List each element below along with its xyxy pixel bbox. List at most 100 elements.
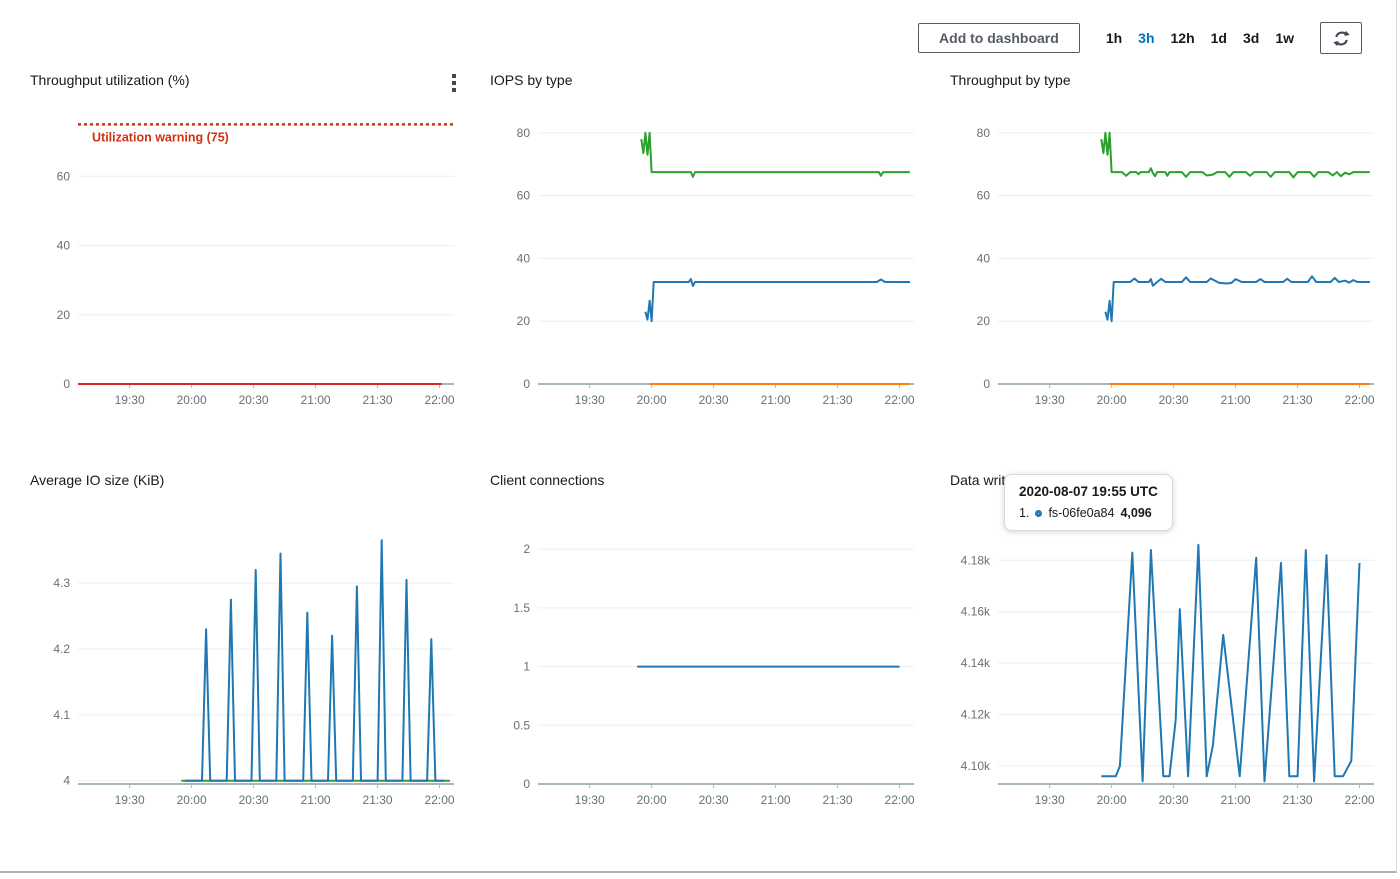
chart-plot-area[interactable]: 0 20 40 60 80 19:30 20:00 20:30 21:00 21:30 22:00 bbox=[490, 100, 920, 418]
time-range-1w[interactable]: 1w bbox=[1275, 30, 1294, 46]
tooltip-rank: 1. bbox=[1019, 506, 1030, 520]
time-range-12h[interactable]: 12h bbox=[1170, 30, 1195, 46]
time-range-selector: 1h 3h 12h 1d 3d 1w bbox=[1106, 30, 1294, 46]
svg-text:21:30: 21:30 bbox=[1283, 393, 1313, 407]
tooltip-series-name: fs-06fe0a84 bbox=[1048, 506, 1115, 520]
chart-tooltip: 2020-08-07 19:55 UTC 1. fs-06fe0a84 4,09… bbox=[1004, 474, 1173, 531]
chart-title: Data writ bbox=[950, 472, 1006, 488]
svg-text:Utilization warning (75): Utilization warning (75) bbox=[92, 130, 229, 144]
time-range-3h[interactable]: 3h bbox=[1138, 30, 1155, 46]
chart-card-throughput-by-type: Throughput by type 0 20 40 60 80 19:30 20:00 20… bbox=[950, 72, 1390, 418]
refresh-button[interactable] bbox=[1320, 22, 1362, 54]
svg-text:4.1: 4.1 bbox=[53, 708, 70, 722]
svg-text:19:30: 19:30 bbox=[115, 393, 145, 407]
svg-text:1.5: 1.5 bbox=[513, 601, 530, 615]
time-range-1d[interactable]: 1d bbox=[1210, 30, 1227, 46]
svg-text:21:00: 21:00 bbox=[761, 793, 791, 807]
charts-grid: Throughput utilization (%) 0 20 40 60 19:30 2… bbox=[0, 54, 1396, 818]
svg-text:2: 2 bbox=[523, 542, 530, 556]
svg-text:0: 0 bbox=[523, 777, 530, 791]
chart-canvas: 0 0.5 1 1.5 2 19:30 20:00 20:30 21:00 21:30 22:00 bbox=[513, 542, 915, 807]
chart-title: Throughput by type bbox=[950, 72, 1071, 88]
svg-text:19:30: 19:30 bbox=[1035, 393, 1065, 407]
series-marker-icon bbox=[1035, 509, 1043, 517]
svg-text:19:30: 19:30 bbox=[575, 393, 605, 407]
svg-text:40: 40 bbox=[57, 239, 71, 253]
svg-text:21:30: 21:30 bbox=[1283, 793, 1313, 807]
svg-text:20: 20 bbox=[977, 314, 991, 328]
svg-text:21:00: 21:00 bbox=[301, 793, 331, 807]
svg-text:4: 4 bbox=[63, 774, 70, 788]
time-range-1h[interactable]: 1h bbox=[1105, 30, 1123, 46]
svg-text:4.12k: 4.12k bbox=[961, 708, 991, 722]
svg-text:19:30: 19:30 bbox=[115, 793, 145, 807]
svg-text:4.2: 4.2 bbox=[53, 642, 70, 656]
svg-text:40: 40 bbox=[977, 251, 991, 265]
tooltip-value: 4,096 bbox=[1120, 506, 1152, 520]
svg-text:4.3: 4.3 bbox=[53, 576, 70, 590]
svg-text:22:00: 22:00 bbox=[1345, 393, 1375, 407]
svg-text:20:00: 20:00 bbox=[1097, 793, 1127, 807]
series-blue bbox=[185, 539, 444, 782]
tooltip-timestamp: 2020-08-07 19:55 UTC bbox=[1019, 484, 1158, 499]
svg-text:20:30: 20:30 bbox=[699, 393, 729, 407]
chart-card-average-io-size: Average IO size (KiB) 4 4.1 4.2 4.3 19:30 20:… bbox=[30, 472, 470, 818]
svg-text:20: 20 bbox=[517, 314, 531, 328]
chart-canvas: 0 20 40 60 80 19:30 20:00 20:30 21:00 21:30 22:00 bbox=[977, 126, 1375, 407]
svg-text:20:30: 20:30 bbox=[239, 793, 269, 807]
svg-text:19:30: 19:30 bbox=[1035, 793, 1065, 807]
svg-text:20:00: 20:00 bbox=[637, 393, 667, 407]
svg-text:22:00: 22:00 bbox=[885, 393, 915, 407]
svg-text:21:30: 21:30 bbox=[823, 393, 853, 407]
chart-card-throughput-utilization: Throughput utilization (%) 0 20 40 60 19:30 2… bbox=[30, 72, 470, 418]
series-blue bbox=[644, 278, 910, 323]
svg-text:4.14k: 4.14k bbox=[961, 656, 991, 670]
svg-text:20:30: 20:30 bbox=[1159, 393, 1189, 407]
time-range-3d[interactable]: 3d bbox=[1242, 30, 1260, 46]
svg-text:21:30: 21:30 bbox=[363, 793, 393, 807]
chart-card-iops-by-type: IOPS by type 0 20 40 60 80 19:30 20:00 20:30 21:… bbox=[490, 72, 930, 418]
chart-canvas: 0 20 40 60 19:30 20:00 20:30 21:00 21:30 22:00 Uti… bbox=[57, 123, 455, 407]
chart-plot-area[interactable]: 0 20 40 60 19:30 20:00 20:30 21:00 21:30 22:00 Uti… bbox=[30, 100, 460, 418]
chart-plot-area[interactable]: 0 0.5 1 1.5 2 19:30 20:00 20:30 21:00 21:30 22:00 bbox=[490, 500, 920, 818]
svg-text:22:00: 22:00 bbox=[425, 393, 455, 407]
svg-text:60: 60 bbox=[977, 189, 991, 203]
chart-card-client-connections: Client connections 0 0.5 1 1.5 2 19:30 20:00 20… bbox=[490, 472, 930, 818]
svg-text:80: 80 bbox=[517, 126, 531, 140]
svg-text:21:30: 21:30 bbox=[823, 793, 853, 807]
toolbar: Add to dashboard 1h 3h 12h 1d 3d 1w bbox=[0, 0, 1396, 54]
svg-text:21:00: 21:00 bbox=[1221, 793, 1251, 807]
svg-text:0: 0 bbox=[983, 377, 990, 391]
chart-plot-area[interactable]: 4 4.1 4.2 4.3 19:30 20:00 20:30 21:00 21:30 22:00 bbox=[30, 500, 460, 818]
chart-card-data-writes: Data writ 4.10k 4.12k 4.14k 4.16k 4.18k 19:30… bbox=[950, 472, 1390, 818]
svg-text:22:00: 22:00 bbox=[425, 793, 455, 807]
svg-text:4.10k: 4.10k bbox=[961, 759, 991, 773]
svg-text:22:00: 22:00 bbox=[1345, 793, 1375, 807]
series-fs-06fe0a84 bbox=[1101, 543, 1361, 783]
chart-options-menu-icon[interactable] bbox=[450, 72, 458, 94]
svg-text:20: 20 bbox=[57, 308, 71, 322]
chart-canvas: 4.10k 4.12k 4.14k 4.16k 4.18k 19:30 20:00 20:30… bbox=[961, 543, 1375, 807]
add-to-dashboard-button[interactable]: Add to dashboard bbox=[918, 23, 1080, 53]
svg-text:22:00: 22:00 bbox=[885, 793, 915, 807]
chart-canvas: 4 4.1 4.2 4.3 19:30 20:00 20:30 21:00 21:30 22:00 bbox=[53, 539, 455, 807]
chart-plot-area[interactable]: 4.10k 4.12k 4.14k 4.16k 4.18k 19:30 20:00 20:30… bbox=[950, 500, 1380, 818]
svg-text:21:30: 21:30 bbox=[363, 393, 393, 407]
chart-plot-area[interactable]: 0 20 40 60 80 19:30 20:00 20:30 21:00 21:30 22:00 bbox=[950, 100, 1380, 418]
svg-text:20:30: 20:30 bbox=[239, 393, 269, 407]
svg-text:19:30: 19:30 bbox=[575, 793, 605, 807]
svg-text:1: 1 bbox=[523, 660, 530, 674]
svg-text:20:00: 20:00 bbox=[637, 793, 667, 807]
refresh-icon bbox=[1332, 30, 1350, 47]
svg-text:40: 40 bbox=[517, 251, 531, 265]
svg-text:20:30: 20:30 bbox=[699, 793, 729, 807]
svg-text:20:00: 20:00 bbox=[177, 793, 207, 807]
svg-text:60: 60 bbox=[517, 189, 531, 203]
series-green bbox=[640, 131, 910, 178]
chart-canvas: 0 20 40 60 80 19:30 20:00 20:30 21:00 21:30 22:00 bbox=[517, 126, 915, 407]
svg-text:60: 60 bbox=[57, 169, 71, 183]
svg-text:4.18k: 4.18k bbox=[961, 553, 991, 567]
svg-text:21:00: 21:00 bbox=[761, 393, 791, 407]
svg-text:80: 80 bbox=[977, 126, 991, 140]
